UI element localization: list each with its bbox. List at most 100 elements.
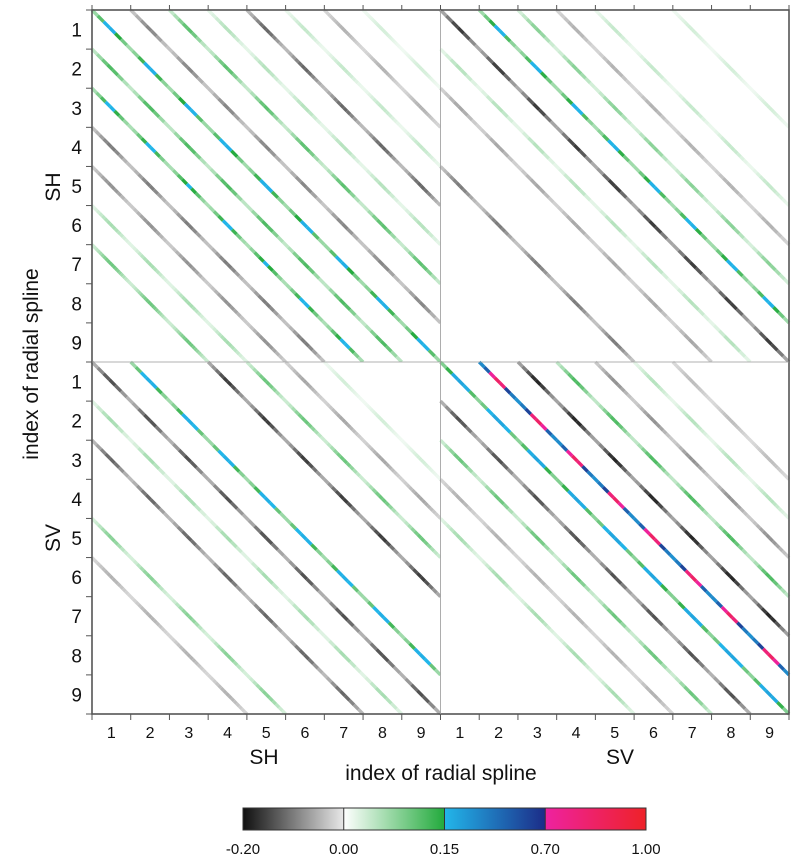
diagonal-segment (479, 480, 487, 488)
diagonal-segment (487, 214, 494, 220)
diagonal-segment (718, 681, 726, 690)
x-tick-label: 1 (455, 725, 464, 742)
diagonal-segment (660, 662, 668, 670)
diagonal-segment (129, 165, 136, 172)
diagonal-segment (317, 237, 326, 246)
diagonal-segment (679, 564, 687, 572)
diagonal-segment (567, 372, 574, 379)
diagonal-segment (721, 528, 729, 536)
diagonal-segment (99, 96, 107, 104)
diagonal-segment (516, 243, 523, 250)
diagonal-segment (576, 459, 584, 468)
diagonal-segment (617, 423, 624, 430)
diagonal-segment (143, 296, 148, 301)
diagonal-segment (199, 352, 204, 358)
diagonal-segment (392, 313, 402, 323)
diagonal-segment (416, 533, 423, 540)
diagonal-segment (116, 230, 122, 236)
diagonal-segment (319, 122, 326, 129)
diagonal-segment (644, 98, 651, 106)
diagonal-segment (708, 397, 713, 403)
diagonal-segment (194, 152, 202, 160)
diagonal-segment (689, 574, 698, 583)
diagonal-segment (191, 345, 196, 350)
diagonal-segment (694, 149, 702, 156)
diagonal-segment (423, 462, 429, 467)
diagonal-segment (687, 24, 692, 29)
diagonal-segment (555, 478, 564, 487)
diagonal-segment (155, 386, 163, 395)
diagonal-segment (328, 601, 338, 610)
diagonal-segment (430, 273, 438, 281)
diagonal-segment (204, 514, 212, 523)
diagonal-segment (223, 298, 229, 305)
diagonal-segment (330, 16, 336, 21)
diagonal-segment (361, 595, 370, 604)
diagonal-segment (412, 568, 419, 575)
diagonal-segment (201, 120, 210, 129)
diagonal-segment (320, 553, 329, 562)
diagonal-segment (445, 366, 454, 375)
diagonal-segment (532, 141, 540, 150)
diagonal-segment (769, 264, 777, 272)
diagonal-segment (134, 600, 140, 606)
diagonal-segment (715, 248, 724, 257)
diagonal-segment (633, 635, 641, 643)
diagonal-segment (139, 371, 148, 379)
diagonal-segment (103, 569, 109, 575)
diagonal-segment (648, 180, 656, 189)
diagonal-segment (410, 331, 419, 340)
diagonal-segment (466, 114, 474, 122)
diagonal-segment (696, 699, 704, 707)
diagonal-segment (435, 239, 442, 246)
diagonal-segment (656, 384, 662, 390)
diagonal-segment (756, 564, 764, 571)
diagonal-segment (677, 14, 682, 20)
diagonal-segment (661, 154, 669, 162)
diagonal-segment (474, 513, 481, 520)
diagonal-segment (259, 530, 268, 540)
diagonal-segment (687, 689, 695, 697)
diagonal-segment (694, 618, 704, 628)
diagonal-segment (710, 205, 718, 212)
diagonal-segment (303, 145, 311, 153)
diagonal-segment (255, 331, 262, 338)
diagonal-segment (168, 126, 176, 134)
diagonal-segment (323, 47, 329, 53)
diagonal-segment (377, 494, 384, 501)
diagonal-segment (276, 548, 285, 557)
diagonal-segment (323, 243, 332, 252)
diagonal-segment (241, 278, 249, 285)
diagonal-segment (126, 436, 135, 445)
diagonal-segment (372, 605, 380, 614)
diagonal-segment (636, 677, 644, 684)
diagonal-segment (119, 233, 125, 239)
diagonal-segment (354, 157, 361, 164)
diagonal-segment (284, 360, 290, 366)
diagonal-segment (200, 276, 207, 282)
x-tick-label: 5 (262, 725, 271, 742)
diagonal-segment (470, 118, 478, 126)
diagonal-segment (357, 513, 365, 520)
diagonal-segment (669, 553, 677, 562)
diagonal-segment (501, 110, 509, 119)
diagonal-segment (157, 272, 163, 278)
diagonal-segment (398, 319, 407, 328)
diagonal-segment (239, 315, 245, 321)
x-tick-label: 6 (301, 725, 310, 742)
diagonal-segment (636, 403, 642, 409)
diagonal-segment (258, 686, 265, 693)
diagonal-segment (621, 75, 628, 82)
diagonal-segment (379, 65, 384, 70)
diagonal-segment (521, 365, 529, 373)
diagonal-segment (175, 55, 184, 64)
diagonal-segment (780, 509, 786, 515)
diagonal-segment (737, 75, 742, 80)
diagonal-segment (379, 27, 384, 31)
diagonal-segment (170, 402, 179, 411)
diagonal-segment (694, 384, 700, 389)
diagonal-segment (665, 432, 671, 439)
diagonal-segment (332, 370, 338, 375)
diagonal-segment (155, 621, 161, 627)
diagonal-segment (132, 598, 138, 604)
